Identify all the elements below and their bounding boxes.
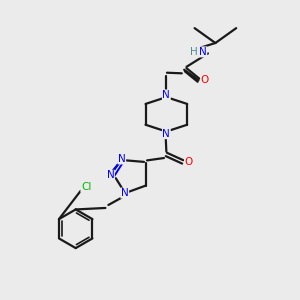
Text: Cl: Cl	[81, 182, 91, 192]
Text: H: H	[190, 47, 198, 57]
Text: N: N	[163, 90, 170, 100]
Text: O: O	[201, 75, 209, 85]
Text: N: N	[106, 170, 114, 180]
Text: N: N	[121, 188, 129, 198]
Text: N: N	[199, 47, 207, 57]
Text: O: O	[184, 157, 193, 167]
Text: N: N	[118, 154, 126, 164]
Text: N: N	[163, 129, 170, 139]
